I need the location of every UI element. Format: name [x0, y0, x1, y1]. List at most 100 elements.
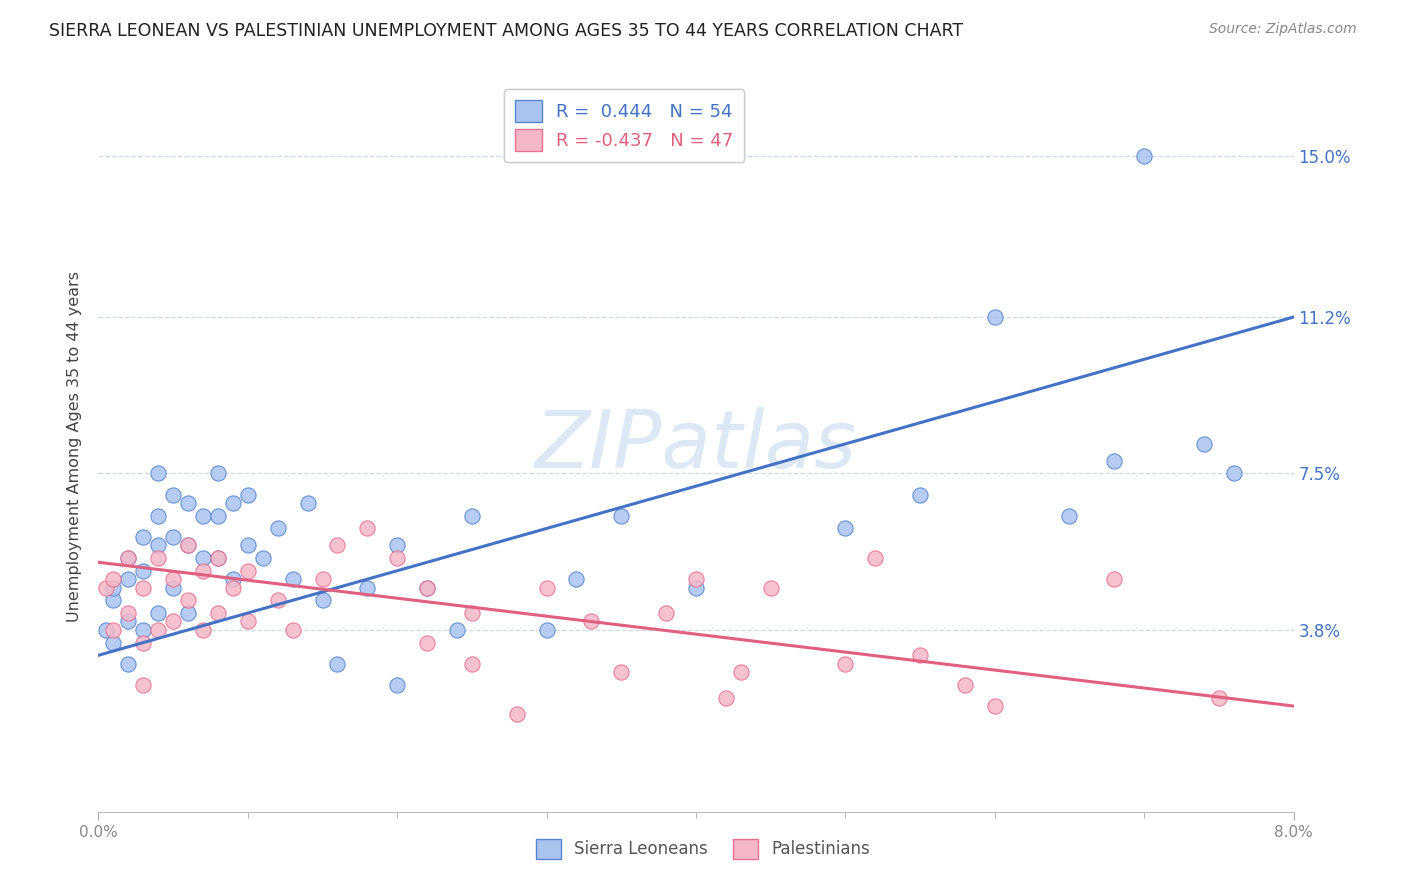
- Point: [685, 572, 707, 586]
- Point: [281, 572, 304, 586]
- Point: [834, 657, 856, 671]
- Point: [162, 581, 184, 595]
- Point: [162, 530, 184, 544]
- Point: [148, 623, 170, 637]
- Point: [356, 521, 378, 535]
- Point: [446, 623, 468, 637]
- Point: [191, 623, 214, 637]
- Point: [148, 508, 170, 523]
- Point: [103, 635, 125, 649]
- Point: [132, 678, 155, 692]
- Point: [148, 467, 170, 481]
- Point: [117, 551, 139, 566]
- Point: [222, 572, 245, 586]
- Point: [610, 508, 633, 523]
- Point: [536, 581, 558, 595]
- Point: [461, 606, 484, 620]
- Point: [132, 581, 155, 595]
- Point: [132, 530, 155, 544]
- Point: [222, 581, 245, 595]
- Point: [908, 648, 931, 663]
- Point: [177, 593, 200, 607]
- Point: [207, 508, 229, 523]
- Point: [236, 564, 259, 578]
- Point: [1104, 572, 1126, 586]
- Point: [132, 635, 155, 649]
- Point: [1192, 437, 1215, 451]
- Point: [117, 606, 139, 620]
- Point: [148, 538, 170, 552]
- Point: [536, 623, 558, 637]
- Point: [385, 678, 409, 692]
- Point: [162, 572, 184, 586]
- Point: [132, 623, 155, 637]
- Point: [730, 665, 752, 680]
- Point: [207, 551, 229, 566]
- Point: [191, 508, 214, 523]
- Point: [177, 606, 200, 620]
- Point: [94, 623, 117, 637]
- Point: [565, 572, 588, 586]
- Point: [236, 615, 259, 629]
- Point: [267, 521, 290, 535]
- Point: [908, 488, 931, 502]
- Point: [834, 521, 856, 535]
- Point: [94, 581, 117, 595]
- Point: [117, 657, 139, 671]
- Point: [252, 551, 274, 566]
- Point: [207, 606, 229, 620]
- Point: [207, 467, 229, 481]
- Point: [103, 572, 125, 586]
- Point: [984, 699, 1007, 714]
- Point: [581, 615, 603, 629]
- Point: [103, 581, 125, 595]
- Point: [416, 581, 439, 595]
- Point: [207, 551, 229, 566]
- Point: [1208, 690, 1230, 705]
- Point: [236, 538, 259, 552]
- Point: [132, 564, 155, 578]
- Point: [162, 615, 184, 629]
- Point: [655, 606, 678, 620]
- Point: [759, 581, 782, 595]
- Point: [1133, 149, 1156, 163]
- Point: [610, 665, 633, 680]
- Point: [326, 538, 349, 552]
- Point: [416, 581, 439, 595]
- Point: [311, 593, 333, 607]
- Point: [281, 623, 304, 637]
- Point: [1059, 508, 1081, 523]
- Point: [117, 572, 139, 586]
- Y-axis label: Unemployment Among Ages 35 to 44 years: Unemployment Among Ages 35 to 44 years: [67, 270, 83, 622]
- Point: [1223, 467, 1246, 481]
- Point: [953, 678, 976, 692]
- Point: [416, 635, 439, 649]
- Point: [103, 593, 125, 607]
- Point: [267, 593, 290, 607]
- Text: Source: ZipAtlas.com: Source: ZipAtlas.com: [1209, 22, 1357, 37]
- Point: [714, 690, 737, 705]
- Point: [103, 623, 125, 637]
- Point: [191, 551, 214, 566]
- Point: [461, 508, 484, 523]
- Point: [685, 581, 707, 595]
- Point: [222, 496, 245, 510]
- Point: [177, 538, 200, 552]
- Legend: R =  0.444   N = 54, R = -0.437   N = 47: R = 0.444 N = 54, R = -0.437 N = 47: [503, 89, 745, 162]
- Point: [191, 564, 214, 578]
- Point: [326, 657, 349, 671]
- Point: [117, 551, 139, 566]
- Point: [865, 551, 887, 566]
- Point: [311, 572, 333, 586]
- Point: [356, 581, 378, 595]
- Point: [117, 615, 139, 629]
- Point: [385, 551, 409, 566]
- Point: [162, 488, 184, 502]
- Point: [148, 551, 170, 566]
- Text: SIERRA LEONEAN VS PALESTINIAN UNEMPLOYMENT AMONG AGES 35 TO 44 YEARS CORRELATION: SIERRA LEONEAN VS PALESTINIAN UNEMPLOYME…: [49, 22, 963, 40]
- Point: [236, 488, 259, 502]
- Point: [506, 707, 529, 722]
- Point: [148, 606, 170, 620]
- Legend: Sierra Leoneans, Palestinians: Sierra Leoneans, Palestinians: [529, 832, 877, 866]
- Point: [461, 657, 484, 671]
